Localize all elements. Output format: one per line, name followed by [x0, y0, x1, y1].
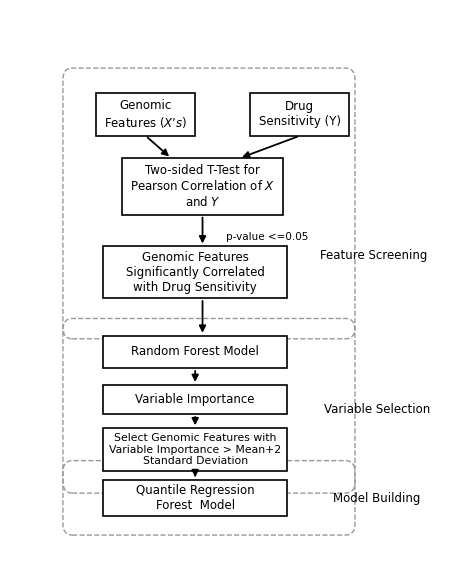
FancyBboxPatch shape: [103, 385, 287, 414]
FancyBboxPatch shape: [103, 246, 287, 298]
Text: Quantile Regression
Forest  Model: Quantile Regression Forest Model: [136, 484, 255, 512]
Text: Feature Screening: Feature Screening: [319, 249, 427, 262]
Text: Variable Importance: Variable Importance: [136, 393, 255, 406]
Text: Select Genomic Features with
Variable Importance > Mean+2
Standard Deviation: Select Genomic Features with Variable Im…: [109, 433, 281, 466]
Text: Genomic
Features ($X’s$): Genomic Features ($X’s$): [104, 99, 187, 130]
Text: Drug
Sensitivity (Y): Drug Sensitivity (Y): [259, 100, 341, 128]
FancyBboxPatch shape: [250, 93, 349, 136]
FancyBboxPatch shape: [96, 93, 195, 136]
FancyBboxPatch shape: [103, 428, 287, 471]
FancyBboxPatch shape: [103, 480, 287, 516]
Text: Two-sided T-Test for
Pearson Correlation of $X$
and $Y$: Two-sided T-Test for Pearson Correlation…: [130, 164, 275, 209]
Text: Random Forest Model: Random Forest Model: [131, 345, 259, 359]
Text: p-value <=0.05: p-value <=0.05: [227, 232, 309, 242]
Text: Genomic Features
Significantly Correlated
with Drug Sensitivity: Genomic Features Significantly Correlate…: [126, 251, 264, 294]
FancyBboxPatch shape: [103, 336, 287, 368]
FancyBboxPatch shape: [122, 158, 283, 214]
Text: Variable Selection: Variable Selection: [324, 403, 430, 416]
Text: Model Building: Model Building: [333, 492, 421, 505]
